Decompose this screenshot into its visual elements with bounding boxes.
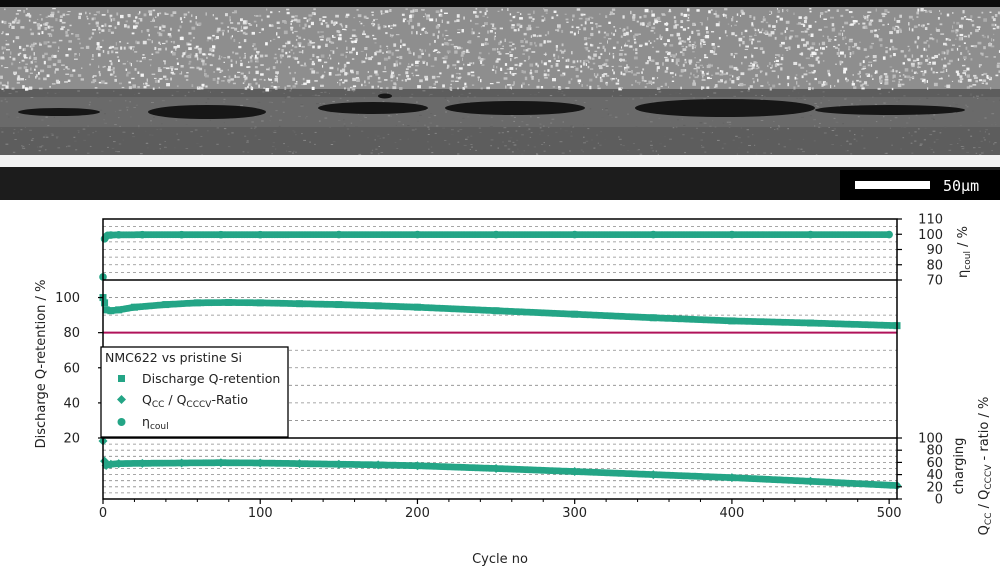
data-point [413,230,422,239]
y-tick-label: 60 [63,361,80,376]
x-tick-label: 0 [99,506,107,521]
data-point [806,476,816,486]
data-point [295,459,305,469]
y-tick-label: 90 [926,243,943,258]
legend-label-ratio: QCC / QCCCV-Ratio [142,392,248,410]
void [18,108,100,116]
cycling-chart: 0 100 200 300 400 500708090100110204060801000… [34,213,994,568]
series-discharge_retention [99,294,901,330]
x-tick-label: 400 [719,506,744,521]
data-point [412,461,422,471]
y-tick-label: 100 [55,291,80,306]
y-tick-label: 0 [935,493,943,508]
y-axis-label-coulombic: ηcoul / % [956,226,973,278]
x-tick-label: 100 [248,506,273,521]
void [318,102,428,114]
data-point [296,300,304,308]
legend-label-eta: ηcoul [142,414,169,432]
data-point [492,307,500,315]
data-point [115,306,123,314]
sem-cross-section-image: 50µm [0,0,1000,200]
series-cc_cccv_ratio [98,436,902,491]
data-point [374,302,382,310]
legend: NMC622 vs pristine Si Discharge Q-retent… [100,346,289,438]
y-tick-label: 40 [63,396,80,411]
x-tick-label: 300 [562,506,587,521]
data-point [373,460,383,470]
data-point [193,299,201,307]
y-axis-label-ratio-line1: charging [952,438,967,495]
data-point [177,230,186,239]
data-point [492,230,500,239]
data-point [570,467,580,477]
data-point [216,458,226,468]
y-axis-label-ratio-line2: QCC / QCCCV - ratio / % [977,397,994,536]
y-tick-label: 100 [918,228,943,243]
legend-circle-marker [117,418,126,426]
data-point [217,230,225,239]
y-axis-label-retention: Discharge Q-retention / % [34,280,49,449]
y-tick-label: 40 [926,468,943,483]
legend-box [100,346,289,438]
data-point [138,230,147,239]
data-point [255,458,265,468]
legend-title: NMC622 vs pristine Si [105,350,242,365]
data-point [491,464,501,473]
y-tick-label: 80 [63,326,80,341]
legend-square-marker [118,375,125,382]
data-point [106,459,116,469]
data-point [177,458,187,468]
data-point [571,310,579,318]
data-point [648,470,658,480]
y-tick-label: 100 [918,432,943,447]
y-tick-label: 80 [926,258,943,273]
data-point [107,307,115,315]
data-point [334,459,344,469]
data-point [335,301,343,309]
data-point [137,458,147,468]
x-tick-label: 200 [405,506,430,521]
data-point [114,231,123,239]
scale-bar-label: 50µm [943,177,979,195]
legend-diamond-marker [117,395,126,404]
data-point [225,298,233,306]
data-point [806,230,815,239]
series-coulombic_efficiency [99,230,893,281]
x-axis-label: Cycle no [472,552,528,567]
data-point [101,299,109,307]
y-tick-label: 20 [926,480,943,495]
void [635,99,815,117]
legend-label-retention: Discharge Q-retention [142,371,280,386]
data-point [107,231,115,239]
data-point [649,230,658,239]
data-point [256,299,264,307]
y-tick-label: 60 [926,456,943,471]
void [445,101,585,115]
y-tick-label: 20 [63,432,80,447]
data-point [102,306,110,314]
y-tick-label: 110 [918,213,943,228]
data-point [727,473,737,483]
data-point [256,230,265,239]
data-point [728,230,736,239]
y-tick-label: 70 [926,274,943,289]
data-point [130,303,138,311]
void [815,105,965,115]
data-point [570,230,579,239]
x-tick-label: 500 [877,506,902,521]
data-point [114,459,124,469]
data-point [807,319,815,327]
y-tick-label: 80 [926,444,943,459]
data-point [335,230,343,239]
data-point [649,314,657,322]
data-point [162,301,170,309]
void [148,105,266,119]
data-point [885,230,893,239]
data-point [728,317,736,325]
data-point [413,303,421,311]
scale-bar [855,181,930,189]
